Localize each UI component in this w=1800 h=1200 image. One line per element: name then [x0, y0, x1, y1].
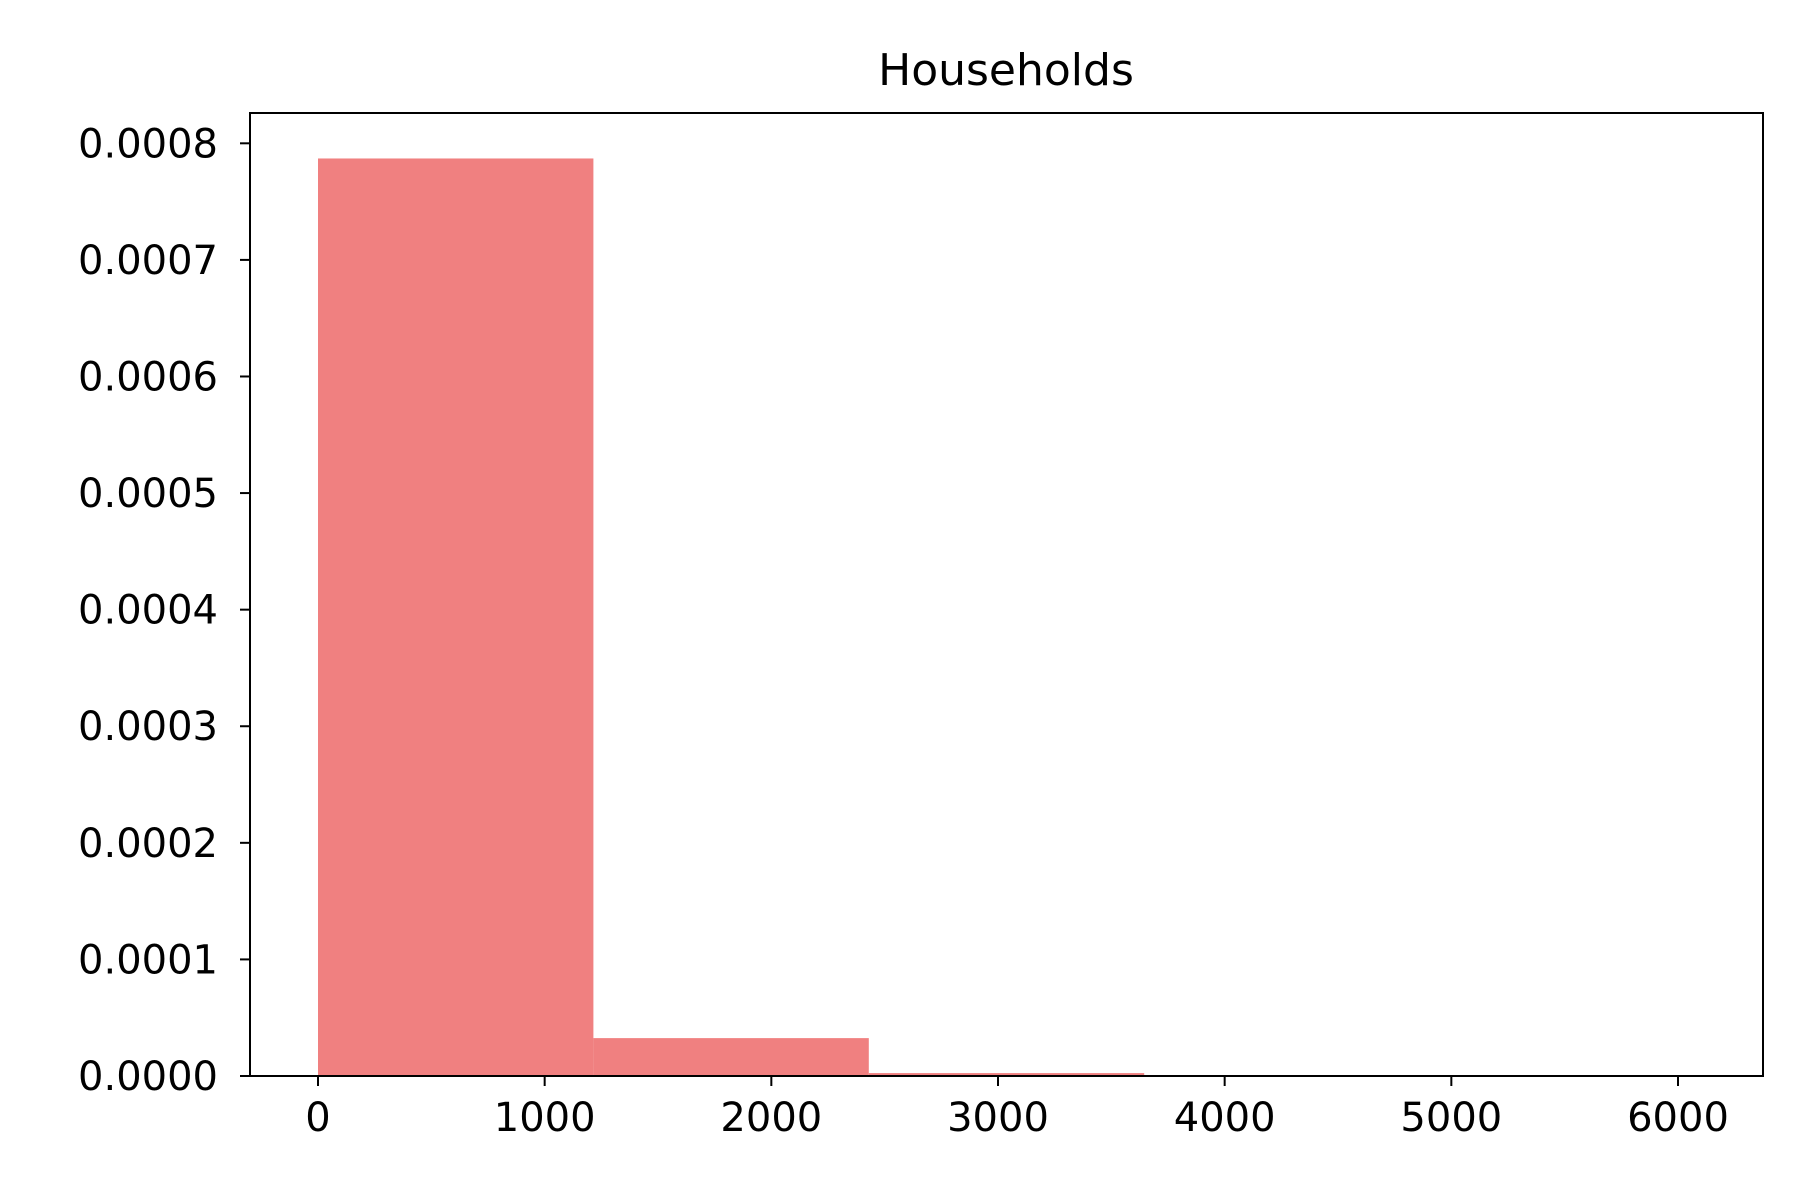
chart-title: Households: [878, 45, 1134, 96]
y-tick-label: 0.0007: [78, 238, 218, 284]
histogram-bar-2: [868, 1073, 1145, 1076]
y-tick-label: 0.0008: [78, 121, 218, 167]
y-tick-label: 0.0004: [78, 588, 218, 634]
x-tick-label: 5000: [1400, 1095, 1502, 1141]
histogram-bar-0: [318, 158, 594, 1077]
y-axis: 0.0000 0.0001 0.0002 0.0003 0.0004 0.0005 0.00…: [78, 121, 250, 1100]
y-tick-label: 0.0002: [78, 821, 218, 867]
y-tick-label: 0.0000: [78, 1054, 218, 1100]
x-tick-label: 1000: [494, 1095, 596, 1141]
x-axis: 0 1000 2000 3000 4000 5000 6000: [305, 1076, 1729, 1141]
y-tick-label: 0.0005: [78, 471, 218, 517]
plot-frame: [249, 112, 1764, 1077]
histogram-bars: [318, 158, 1145, 1077]
y-tick-label: 0.0001: [78, 937, 218, 983]
x-tick-label: 4000: [1174, 1095, 1276, 1141]
x-tick-label: 0: [305, 1095, 330, 1141]
x-tick-label: 6000: [1627, 1095, 1729, 1141]
y-tick-label: 0.0003: [78, 704, 218, 750]
y-tick-label: 0.0006: [78, 354, 218, 400]
histogram-bar-1: [593, 1038, 869, 1076]
x-tick-label: 3000: [947, 1095, 1049, 1141]
x-tick-label: 2000: [720, 1095, 822, 1141]
